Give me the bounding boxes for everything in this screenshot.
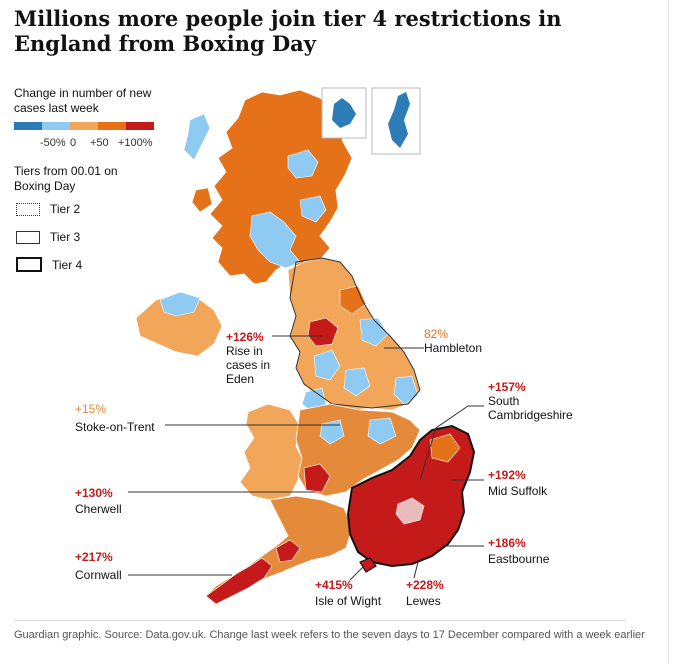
iow-label: Isle of Wight — [315, 594, 382, 608]
scotland-falling-area — [299, 195, 327, 223]
shetland-inset-frame — [371, 87, 421, 155]
annotation-southcambs: +157% South Cambridgeshire — [488, 380, 588, 422]
midsuffolk-label: Mid Suffolk — [488, 484, 548, 498]
eden-label: Rise in cases in Eden — [226, 344, 271, 386]
north-falling-area — [343, 367, 371, 397]
annotation-cherwell: +130% Cherwell — [75, 486, 122, 516]
legend-change-title: Change in number of new cases last week — [14, 86, 152, 115]
scale-swatch-4 — [98, 122, 126, 130]
tier4-swatch — [16, 257, 42, 272]
annotation-lewes: +228% Lewes — [406, 578, 444, 608]
stoke-pct: +15% — [75, 402, 107, 416]
ni-falling-area — [159, 291, 201, 317]
leader-southcambs — [419, 405, 484, 481]
annotation-eastbourne: +186% Eastbourne — [488, 536, 549, 566]
annotation-iow: +415% Isle of Wight — [315, 578, 381, 608]
wales-region — [239, 403, 305, 501]
lewes-label: Lewes — [406, 594, 441, 608]
cornwall-district — [205, 557, 273, 605]
scale-swatch-1 — [14, 122, 42, 130]
london-area — [395, 497, 425, 525]
stoke-label: Stoke-on-Trent — [75, 420, 155, 434]
chart-title: Millions more people join tier 4 restric… — [14, 6, 562, 56]
legend-tier-3: Tier 3 — [16, 230, 80, 244]
cherwell-district — [303, 463, 331, 493]
tier3-label: Tier 3 — [50, 230, 81, 244]
cornwall-label: Cornwall — [75, 568, 122, 582]
legend-tier-2: Tier 2 — [16, 202, 80, 216]
lewes-pct: +228% — [406, 578, 444, 592]
annotation-eden: +126% Rise in cases in Eden — [226, 330, 278, 386]
scotland-west-isles — [183, 113, 211, 161]
hambleton-label: Hambleton — [424, 341, 483, 355]
eastbourne-label: Eastbourne — [488, 552, 550, 566]
annotation-cornwall: +217% Cornwall — [75, 550, 122, 582]
shetland-islands — [388, 92, 410, 148]
tier4-label: Tier 4 — [52, 257, 83, 272]
devon-rising-area — [275, 539, 301, 563]
isle-of-wight — [359, 557, 377, 573]
midlands-falling-area — [367, 417, 397, 445]
scale-label: +50 — [90, 137, 109, 149]
tier3-swatch — [16, 230, 40, 244]
scotland-falling-area — [287, 149, 319, 179]
hambleton-pct: 82% — [424, 327, 449, 341]
scale-label: -50% — [40, 137, 66, 149]
eden-pct: +126% — [226, 330, 264, 344]
orkney-islands — [332, 98, 356, 128]
iow-pct: +415% — [315, 578, 353, 592]
annotation-stoke: +15% Stoke-on-Trent — [75, 402, 155, 434]
annotation-midsuffolk: +192% Mid Suffolk — [488, 468, 547, 498]
annotation-hambleton: 82% Hambleton — [424, 327, 482, 355]
leader-lewes — [413, 561, 419, 579]
cherwell-pct: +130% — [75, 486, 113, 500]
scotland-west-isles — [191, 187, 213, 213]
color-scale — [14, 122, 154, 130]
scale-swatch-5 — [126, 122, 154, 130]
south-east-mixed-area — [429, 433, 461, 463]
scotland-falling-area — [249, 211, 301, 269]
scale-label: 0 — [70, 137, 77, 149]
eastbourne-pct: +186% — [488, 536, 526, 550]
tier2-swatch — [16, 202, 40, 216]
north-falling-area — [313, 349, 341, 381]
source-footnote: Guardian graphic. Source: Data.gov.uk. C… — [14, 629, 645, 641]
midlands-falling-area — [319, 419, 345, 445]
tiers-title: Tiers from 00.01 on Boxing Day — [14, 164, 118, 193]
tier4-boundary — [346, 424, 476, 568]
cornwall-pct: +217% — [75, 550, 113, 564]
north-falling-area — [359, 317, 389, 347]
scale-label: +100% — [118, 137, 153, 149]
tier2-label: Tier 2 — [50, 202, 81, 216]
midsuffolk-pct: +192% — [488, 468, 526, 482]
southcambs-pct: +157% — [488, 380, 526, 394]
page-edge-rule — [668, 0, 669, 664]
scale-swatch-2 — [42, 122, 70, 130]
cherwell-label: Cherwell — [75, 502, 122, 516]
leader-iow — [349, 565, 365, 581]
scale-swatch-3 — [70, 122, 98, 130]
footer-divider — [14, 620, 626, 621]
southcambs-label: South Cambridgeshire — [488, 394, 573, 422]
legend-tier-4: Tier 4 — [16, 257, 82, 272]
tier3-boundary-north — [289, 257, 421, 409]
